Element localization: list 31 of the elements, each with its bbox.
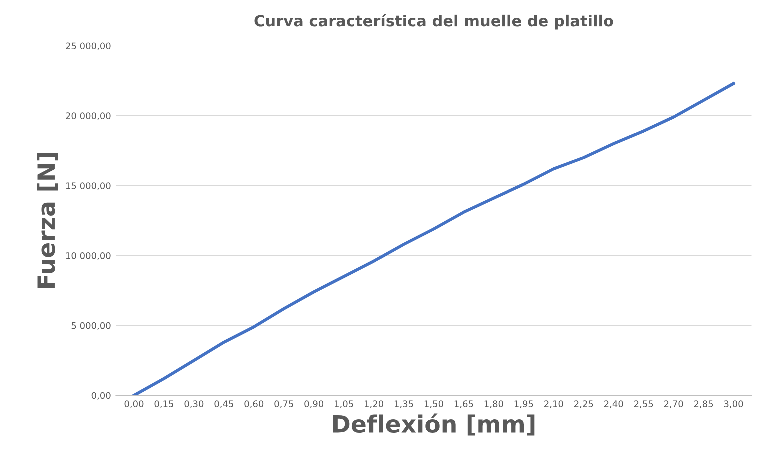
- x-tick-label: 2,85: [694, 400, 714, 408]
- line-series: [132, 82, 736, 396]
- x-tick-label: 0,60: [244, 400, 264, 408]
- x-axis-title: Deflexión [mm]: [333, 414, 535, 436]
- x-tick-label: 1,20: [364, 400, 384, 408]
- y-tick-label: 25 000,00: [66, 42, 111, 50]
- x-tick-label: 0,00: [124, 400, 144, 408]
- y-tick-label: 15 000,00: [66, 182, 111, 190]
- x-tick-label: 0,45: [214, 400, 234, 408]
- x-tick-label: 1,50: [424, 400, 444, 408]
- x-tick-label: 0,90: [304, 400, 324, 408]
- x-tick-label: 1,65: [454, 400, 474, 408]
- x-tick-label: 0,75: [274, 400, 294, 408]
- x-tick-label: 1,95: [514, 400, 534, 408]
- y-tick-label: 10 000,00: [66, 252, 111, 260]
- x-tick-label: 1,35: [394, 400, 414, 408]
- x-tick-label: 2,70: [664, 400, 684, 408]
- x-tick-label: 1,80: [484, 400, 504, 408]
- y-axis-title: Fuerza [N]: [37, 154, 58, 288]
- y-tick-label: 20 000,00: [66, 112, 111, 120]
- x-tick-label: 0,15: [154, 400, 174, 408]
- x-tick-label: 2,25: [574, 400, 594, 408]
- x-tick-label: 2,55: [634, 400, 654, 408]
- x-tick-label: 2,10: [544, 400, 564, 408]
- chart-title: Curva característica del muelle de platillo: [254, 14, 614, 30]
- y-tick-label: 5 000,00: [72, 322, 111, 330]
- y-tick-label: 0,00: [92, 392, 111, 400]
- x-tick-label: 0,30: [184, 400, 204, 408]
- x-tick-label: 2,40: [604, 400, 624, 408]
- x-tick-label: 1,05: [335, 400, 354, 408]
- x-tick-label: 3,00: [724, 400, 744, 408]
